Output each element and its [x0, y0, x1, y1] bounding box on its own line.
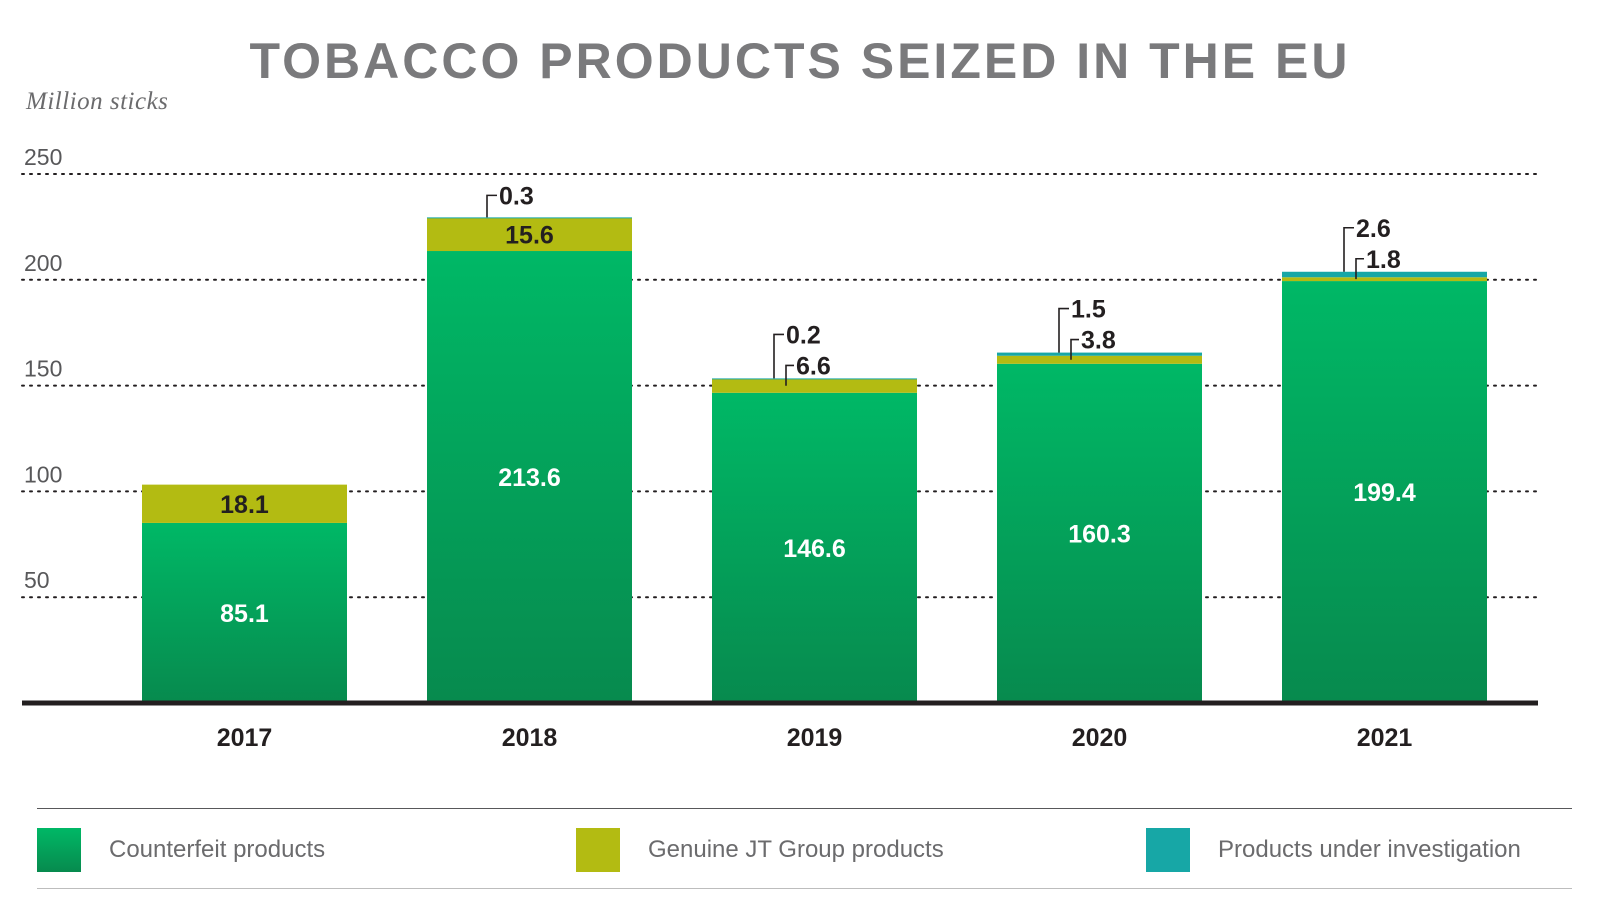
counterfeit-bar	[142, 522, 347, 703]
counterfeit-value-label: 213.6	[498, 464, 561, 492]
leader-line	[1355, 257, 1364, 280]
green-swatch-icon	[37, 828, 81, 872]
x-tick-label: 2019	[787, 724, 843, 752]
counterfeit-bar	[997, 363, 1202, 703]
legend-top-rule	[37, 808, 1572, 809]
bars	[22, 217, 1538, 706]
investigation-bar	[427, 217, 632, 219]
genuine-value-label: 6.6	[796, 352, 831, 380]
investigation-bar	[712, 378, 917, 380]
teal-swatch-icon	[1146, 828, 1190, 872]
investigation-value-label: 1.5	[1071, 296, 1106, 324]
data-labels: 85.1 18.1 2017 213.6 15.6 0.3 2018 146.6 0.2 6.6 2…	[217, 182, 1416, 752]
genuine-bar	[1282, 277, 1487, 282]
olive-swatch-icon	[576, 828, 620, 872]
counterfeit-value-label: 85.1	[220, 600, 269, 628]
genuine-bar	[427, 218, 632, 252]
investigation-value-label: 0.2	[786, 321, 821, 349]
investigation-value-label: 2.6	[1356, 215, 1391, 243]
y-tick-label: 250	[24, 144, 62, 170]
investigation-bar	[1282, 271, 1487, 278]
x-tick-label: 2020	[1072, 724, 1128, 752]
leader-line	[1343, 226, 1354, 272]
y-tick-label: 200	[24, 250, 62, 276]
leader-line	[1058, 307, 1069, 353]
y-tick-label: 50	[24, 567, 50, 593]
genuine-value-label: 3.8	[1081, 327, 1116, 355]
legend-bottom-rule	[37, 888, 1572, 889]
stacked-bar-chart: 50 100 150 200 250 85.1 18.1 2017 213.6 15.6 0.3 2…	[21, 144, 1539, 752]
leader-line	[773, 333, 784, 379]
genuine-bar	[997, 355, 1202, 364]
legend-item-genuine: Genuine JT Group products	[576, 828, 944, 872]
counterfeit-value-label: 160.3	[1068, 520, 1131, 548]
leader-line	[785, 364, 794, 386]
leader-line	[1070, 338, 1079, 360]
x-tick-label: 2018	[502, 724, 558, 752]
counterfeit-bar	[712, 392, 917, 703]
chart-title: TOBACCO PRODUCTS SEIZED IN THE EU	[249, 33, 1351, 89]
leader-line	[486, 194, 497, 218]
genuine-bar	[142, 484, 347, 523]
y-tick-label: 100	[24, 461, 62, 487]
legend-label: Genuine JT Group products	[648, 836, 944, 863]
genuine-value-label: 15.6	[505, 222, 554, 250]
genuine-value-label: 18.1	[220, 491, 269, 519]
counterfeit-bar	[427, 251, 632, 703]
legend-item-investigation: Products under investigation	[1146, 828, 1521, 872]
y-axis-unit-label: Million sticks	[26, 88, 169, 115]
legend-label: Products under investigation	[1218, 836, 1521, 863]
counterfeit-value-label: 146.6	[783, 535, 846, 563]
investigation-bar	[997, 352, 1202, 356]
legend-item-counterfeit: Counterfeit products	[37, 828, 325, 872]
legend-label: Counterfeit products	[109, 836, 326, 863]
x-tick-label: 2021	[1357, 724, 1413, 752]
genuine-value-label: 1.8	[1366, 246, 1401, 274]
x-tick-label: 2017	[217, 724, 273, 752]
investigation-value-label: 0.3	[499, 182, 534, 210]
genuine-bar	[712, 378, 917, 393]
y-tick-label: 150	[24, 356, 62, 382]
counterfeit-bar	[1282, 281, 1487, 703]
counterfeit-value-label: 199.4	[1353, 479, 1416, 507]
